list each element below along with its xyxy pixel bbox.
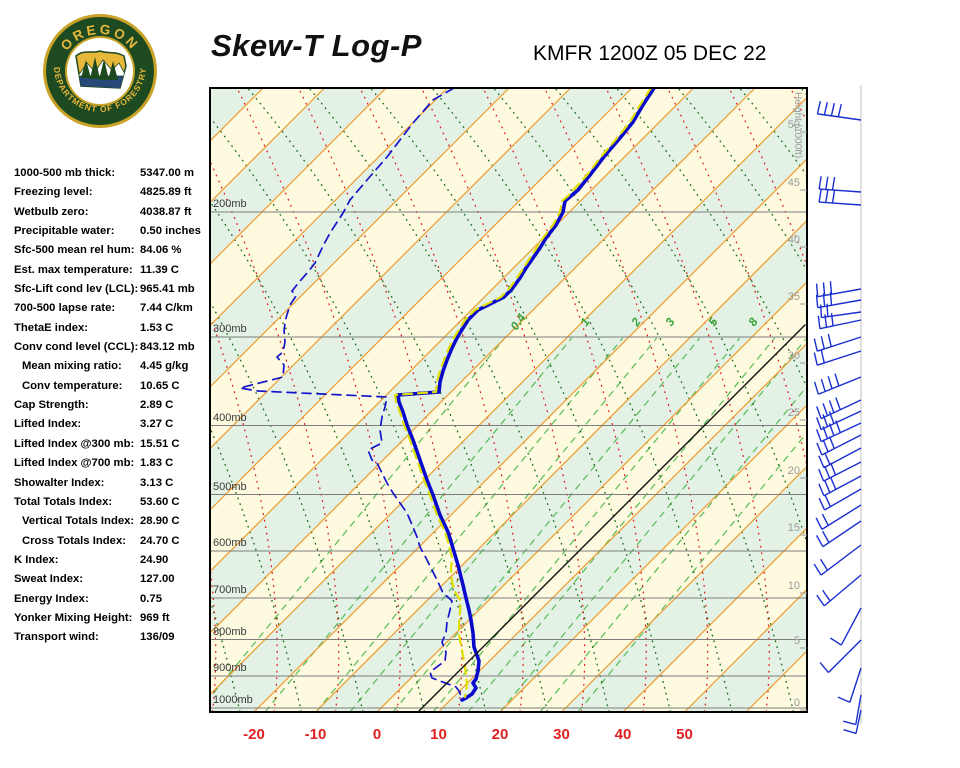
- stat-label: Sweat Index:: [14, 573, 84, 586]
- stat-label: Sfc-Lift cond lev (LCL):: [14, 283, 139, 296]
- stat-row: 700-500 lapse rate: 7.44 C/km: [14, 300, 210, 319]
- stat-value: 3.27 C: [140, 418, 174, 431]
- stat-value: 84.06 %: [140, 244, 182, 257]
- stat-row: Conv cond level (CCL): 843.12 mb: [14, 339, 210, 358]
- stat-row: Energy Index: 0.75: [14, 591, 210, 610]
- stat-label: Precipitable water:: [14, 225, 115, 238]
- stat-row: Conv temperature: 10.65 C: [14, 378, 210, 397]
- stat-value: 4825.89 ft: [140, 186, 192, 199]
- stat-value: 965.41 mb: [140, 283, 195, 296]
- stats-panel: 1000-500 mb thick: 5347.00 m Freezing leve…: [14, 165, 210, 649]
- stat-value: 969 ft: [140, 611, 170, 624]
- stat-label: Total Totals Index:: [14, 495, 113, 508]
- stat-label: 1000-500 mb thick:: [14, 167, 116, 179]
- stat-row: Sfc-500 mean rel hum: 84.06 %: [14, 242, 210, 261]
- stat-label: Yonker Mixing Height:: [14, 611, 133, 624]
- stat-row: Wetbulb zero: 4038.87 ft: [14, 204, 210, 223]
- stat-row: Precipitable water: 0.50 inches: [14, 223, 210, 242]
- stat-row: Est. max temperature: 11.39 C: [14, 262, 210, 281]
- stat-value: 5347.00 m: [140, 167, 195, 179]
- stat-value: 127.00: [140, 573, 175, 586]
- stat-value: 1.83 C: [140, 457, 174, 470]
- stat-value: 0.50 inches: [140, 225, 201, 238]
- reference-line-trace: [417, 324, 806, 712]
- stat-row: Sfc-Lift cond lev (LCL): 965.41 mb: [14, 281, 210, 300]
- stat-label: Showalter Index:: [14, 476, 105, 489]
- wetbulb-trace: [393, 88, 653, 699]
- logo-tree: [108, 61, 118, 80]
- stat-row: Lifted Index: 3.27 C: [14, 416, 210, 435]
- stat-value: 136/09: [140, 631, 175, 644]
- logo-tree: [99, 59, 109, 80]
- stat-row: Lifted Index @700 mb: 1.83 C: [14, 455, 210, 474]
- stat-label: Lifted Index:: [14, 418, 82, 431]
- stat-label: Conv temperature:: [22, 379, 123, 392]
- stat-value: 3.13 C: [140, 476, 174, 489]
- stat-label: Conv cond level (CCL):: [14, 341, 139, 354]
- stat-value: 11.39 C: [140, 263, 179, 276]
- stat-label: K Index:: [14, 553, 59, 566]
- stat-value: 4.45 g/kg: [140, 360, 189, 373]
- odf-logo: OREGON DEPARTMENT OF FORESTRY: [43, 14, 157, 128]
- stat-row: Total Totals Index: 53.60 C: [14, 494, 210, 513]
- stat-row: Freezing level: 4825.89 ft: [14, 184, 210, 203]
- stat-row: Sweat Index: 127.00: [14, 571, 210, 590]
- temperature-trace: [396, 88, 656, 702]
- stat-value: 24.70 C: [140, 534, 180, 547]
- stat-row: Mean mixing ratio: 4.45 g/kg: [14, 358, 210, 377]
- stat-row: K Index: 24.90: [14, 552, 210, 571]
- stat-row: 1000-500 mb thick: 5347.00 m: [14, 165, 210, 184]
- stat-label: Wetbulb zero:: [14, 205, 89, 218]
- stat-label: Vertical Totals Index:: [22, 515, 135, 528]
- dewpoint-trace: [239, 88, 462, 697]
- stat-row: Lifted Index @300 mb: 15.51 C: [14, 436, 210, 455]
- stat-row: Vertical Totals Index: 28.90 C: [14, 513, 210, 532]
- stat-label: Transport wind:: [14, 631, 99, 644]
- stat-value: 28.90 C: [140, 515, 180, 528]
- station-datetime: KMFR 1200Z 05 DEC 22: [533, 42, 767, 65]
- stat-row: Transport wind: 136/09: [14, 629, 210, 648]
- stat-row: Yonker Mixing Height: 969 ft: [14, 610, 210, 629]
- stat-label: 700-500 lapse rate:: [14, 302, 116, 315]
- stat-label: ThetaE index:: [14, 321, 89, 334]
- logo-tree: [90, 57, 100, 79]
- stat-label: Mean mixing ratio:: [22, 360, 122, 373]
- stat-value: 24.90: [140, 553, 169, 566]
- logo-tree: [81, 60, 91, 78]
- stat-label: Cross Totals Index:: [22, 534, 126, 547]
- stat-value: 7.44 C/km: [140, 302, 193, 315]
- wind-barbs: [813, 101, 862, 735]
- stat-value: 53.60 C: [140, 495, 180, 508]
- stat-label: Cap Strength:: [14, 399, 89, 412]
- stat-value: 4038.87 ft: [140, 205, 192, 218]
- stat-row: Cross Totals Index: 24.70 C: [14, 533, 210, 552]
- stat-row: Showalter Index: 3.13 C: [14, 475, 210, 494]
- stat-value: 10.65 C: [140, 379, 180, 392]
- stat-value: 0.75: [140, 592, 162, 605]
- stat-value: 843.12 mb: [140, 341, 195, 354]
- stat-label: Lifted Index @700 mb:: [14, 457, 135, 470]
- stat-label: Est. max temperature:: [14, 263, 133, 276]
- stat-value: 2.89 C: [140, 399, 174, 412]
- stat-label: Sfc-500 mean rel hum:: [14, 244, 135, 257]
- stat-label: Lifted Index @300 mb:: [14, 437, 135, 450]
- stat-value: 15.51 C: [140, 437, 180, 450]
- stat-label: Freezing level:: [14, 186, 93, 199]
- stat-value: 1.53 C: [140, 321, 174, 334]
- page-title: Skew-T Log-P: [211, 28, 422, 63]
- stat-row: Cap Strength: 2.89 C: [14, 397, 210, 416]
- stat-label: Energy Index:: [14, 592, 89, 605]
- stat-row: ThetaE index: 1.53 C: [14, 320, 210, 339]
